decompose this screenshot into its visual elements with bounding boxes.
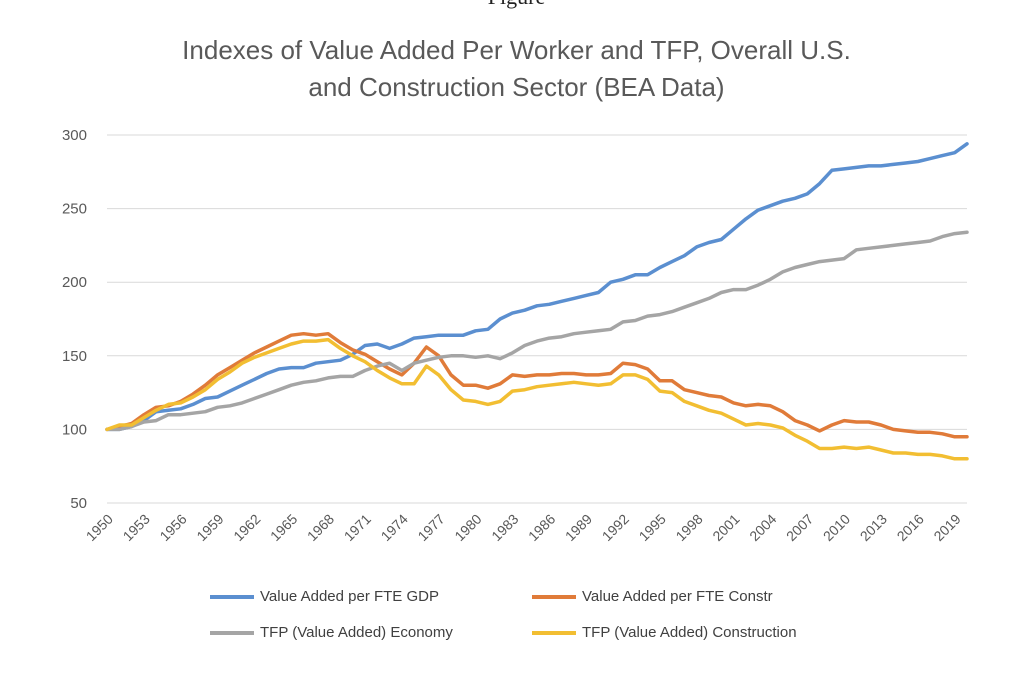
legend-item-va-constr: Value Added per FTE Constr — [532, 588, 773, 605]
y-tick-label: 250 — [62, 201, 87, 218]
legend-label: Value Added per FTE GDP — [260, 588, 439, 605]
x-tick-label: 1977 — [414, 511, 447, 544]
x-tick-label: 1980 — [451, 511, 484, 544]
series-line-1 — [105, 331, 969, 439]
x-tick-label: 1962 — [230, 511, 263, 544]
x-tick-label: 1998 — [672, 511, 705, 544]
x-tick-label: 2010 — [820, 511, 853, 544]
x-tick-label: 1956 — [156, 511, 189, 544]
chart-title-line-1: Indexes of Value Added Per Worker and TF… — [182, 35, 851, 65]
legend-swatch — [210, 630, 254, 635]
x-tick-label: 1968 — [304, 511, 337, 544]
x-tick-label: 1959 — [193, 511, 226, 544]
x-tick-label: 1995 — [636, 511, 669, 544]
y-tick-label: 150 — [62, 348, 87, 365]
y-tick-label: 50 — [70, 495, 87, 512]
x-tick-label: 1965 — [267, 511, 300, 544]
legend-swatch — [532, 594, 576, 599]
legend-item-tfp-construction: TFP (Value Added) Construction — [532, 624, 797, 641]
figure-caption-cut: Figure — [0, 0, 1033, 10]
x-tick-label: 1950 — [83, 511, 116, 544]
legend-item-tfp-economy: TFP (Value Added) Economy — [210, 624, 453, 641]
x-tick-label: 2001 — [709, 511, 742, 544]
x-tick-label: 1989 — [562, 511, 595, 544]
x-axis-ticks: 1950 1953 1956 1959 1962 1965 1968 1971 1974 1977… — [83, 511, 964, 544]
chart-title: Indexes of Value Added Per Worker and TF… — [0, 32, 1033, 106]
legend-label: Value Added per FTE Constr — [582, 588, 773, 605]
chart-title-line-2: and Construction Sector (BEA Data) — [308, 72, 725, 102]
x-tick-label: 1953 — [120, 511, 153, 544]
y-tick-label: 300 — [62, 127, 87, 144]
x-tick-label: 2007 — [783, 511, 816, 544]
x-tick-label: 2019 — [930, 511, 963, 544]
series-line-0 — [105, 142, 969, 432]
x-tick-label: 1983 — [488, 511, 521, 544]
x-tick-label: 1974 — [378, 511, 411, 544]
x-tick-label: 1971 — [341, 511, 374, 544]
series-lines — [105, 142, 969, 461]
y-axis-ticks: 50 100 150 200 250 300 — [62, 127, 87, 512]
legend-label: TFP (Value Added) Economy — [260, 624, 453, 641]
x-tick-label: 2004 — [746, 511, 779, 544]
legend-swatch — [210, 594, 254, 599]
x-tick-label: 2013 — [857, 511, 890, 544]
x-tick-label: 1992 — [599, 511, 632, 544]
legend-item-va-gdp: Value Added per FTE GDP — [210, 588, 439, 605]
series-line-3 — [105, 337, 969, 461]
y-tick-label: 200 — [62, 274, 87, 291]
series-line-2 — [105, 230, 969, 432]
x-tick-label: 2016 — [894, 511, 927, 544]
x-tick-label: 1986 — [525, 511, 558, 544]
legend-label: TFP (Value Added) Construction — [582, 624, 797, 641]
y-tick-label: 100 — [62, 421, 87, 438]
legend-swatch — [532, 630, 576, 635]
